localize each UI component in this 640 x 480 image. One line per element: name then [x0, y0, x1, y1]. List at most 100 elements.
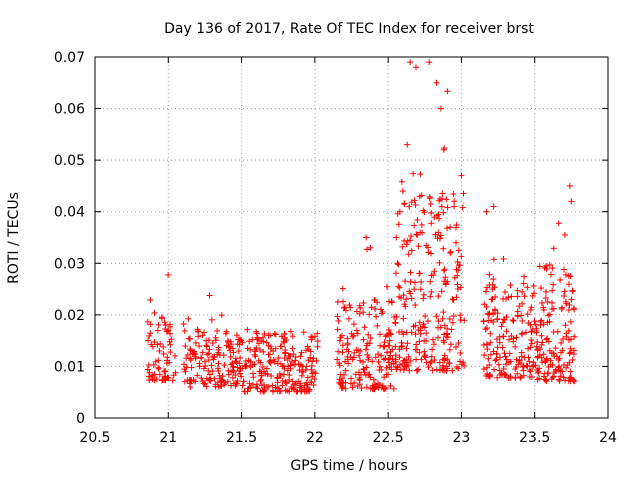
x-tick-label: 21	[159, 430, 177, 446]
data-point	[568, 296, 575, 303]
data-point	[388, 299, 395, 306]
data-point	[530, 283, 537, 290]
data-point	[561, 293, 568, 300]
x-tick-label: 22	[306, 430, 324, 446]
data-point	[514, 370, 521, 377]
data-point	[562, 377, 569, 384]
data-point	[199, 332, 206, 339]
data-point	[374, 299, 381, 306]
data-point	[388, 361, 395, 368]
data-point	[213, 337, 220, 344]
data-point	[447, 249, 454, 256]
data-point	[401, 365, 408, 372]
data-point	[251, 361, 258, 368]
data-point	[334, 326, 341, 333]
data-point	[405, 251, 412, 258]
data-point	[256, 368, 263, 375]
data-point	[436, 366, 443, 373]
data-point	[206, 346, 213, 353]
data-point	[538, 285, 545, 292]
data-point	[561, 288, 568, 295]
data-point	[519, 317, 526, 324]
data-points	[144, 59, 578, 395]
data-point	[282, 387, 289, 394]
data-point	[251, 346, 258, 353]
data-point	[227, 353, 234, 360]
data-point	[520, 372, 527, 379]
data-point	[407, 269, 414, 276]
data-point	[526, 367, 533, 374]
data-point	[253, 384, 260, 391]
data-point	[277, 360, 284, 367]
data-point	[334, 356, 341, 363]
data-point	[538, 299, 545, 306]
data-point	[449, 319, 456, 326]
data-point	[567, 273, 574, 280]
data-point	[233, 332, 240, 339]
data-point	[345, 360, 352, 367]
data-point	[149, 343, 156, 350]
data-point	[292, 354, 299, 361]
data-point	[484, 325, 491, 332]
data-point	[420, 321, 427, 328]
data-point	[202, 358, 209, 365]
data-point	[520, 280, 527, 287]
data-point	[521, 273, 528, 280]
data-point	[309, 334, 316, 341]
data-point	[161, 319, 168, 326]
data-point	[524, 284, 531, 291]
data-point	[215, 346, 222, 353]
data-point	[555, 376, 562, 383]
data-point	[379, 382, 386, 389]
data-point	[167, 349, 174, 356]
data-point	[375, 380, 382, 387]
data-point	[417, 330, 424, 337]
data-point	[299, 368, 306, 375]
data-point	[549, 361, 556, 368]
data-point	[547, 271, 554, 278]
data-point	[314, 343, 321, 350]
data-point	[147, 296, 154, 303]
data-point	[281, 365, 288, 372]
data-point	[415, 366, 422, 373]
data-point	[500, 333, 507, 340]
data-point	[412, 279, 419, 286]
data-point	[189, 350, 196, 357]
data-point	[161, 367, 168, 374]
data-point	[435, 211, 442, 218]
data-point	[423, 330, 430, 337]
data-point	[311, 376, 318, 383]
data-point	[364, 340, 371, 347]
data-point	[517, 374, 524, 381]
data-point	[422, 352, 429, 359]
data-point	[390, 385, 397, 392]
data-point	[218, 312, 225, 319]
data-point	[387, 382, 394, 389]
data-point	[403, 359, 410, 366]
data-point	[406, 367, 413, 374]
data-point	[336, 337, 343, 344]
data-point	[516, 356, 523, 363]
data-point	[247, 384, 254, 391]
data-point	[417, 286, 424, 293]
data-point	[181, 328, 188, 335]
data-point	[372, 354, 379, 361]
data-point	[534, 376, 541, 383]
data-point	[347, 304, 354, 311]
data-point	[531, 290, 538, 297]
data-point	[444, 334, 451, 341]
data-point	[496, 367, 503, 374]
data-point	[426, 193, 433, 200]
data-point	[339, 349, 346, 356]
data-point	[276, 370, 283, 377]
data-point	[568, 198, 575, 205]
data-point	[439, 195, 446, 202]
x-axis-label: GPS time / hours	[290, 458, 407, 474]
data-point	[460, 190, 467, 197]
data-point	[514, 287, 521, 294]
data-point	[383, 349, 390, 356]
data-point	[501, 350, 508, 357]
data-point	[247, 363, 254, 370]
data-point	[389, 346, 396, 353]
data-point	[433, 313, 440, 320]
